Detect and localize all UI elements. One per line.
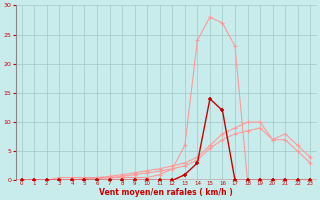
X-axis label: Vent moyen/en rafales ( km/h ): Vent moyen/en rafales ( km/h ) [99,188,233,197]
